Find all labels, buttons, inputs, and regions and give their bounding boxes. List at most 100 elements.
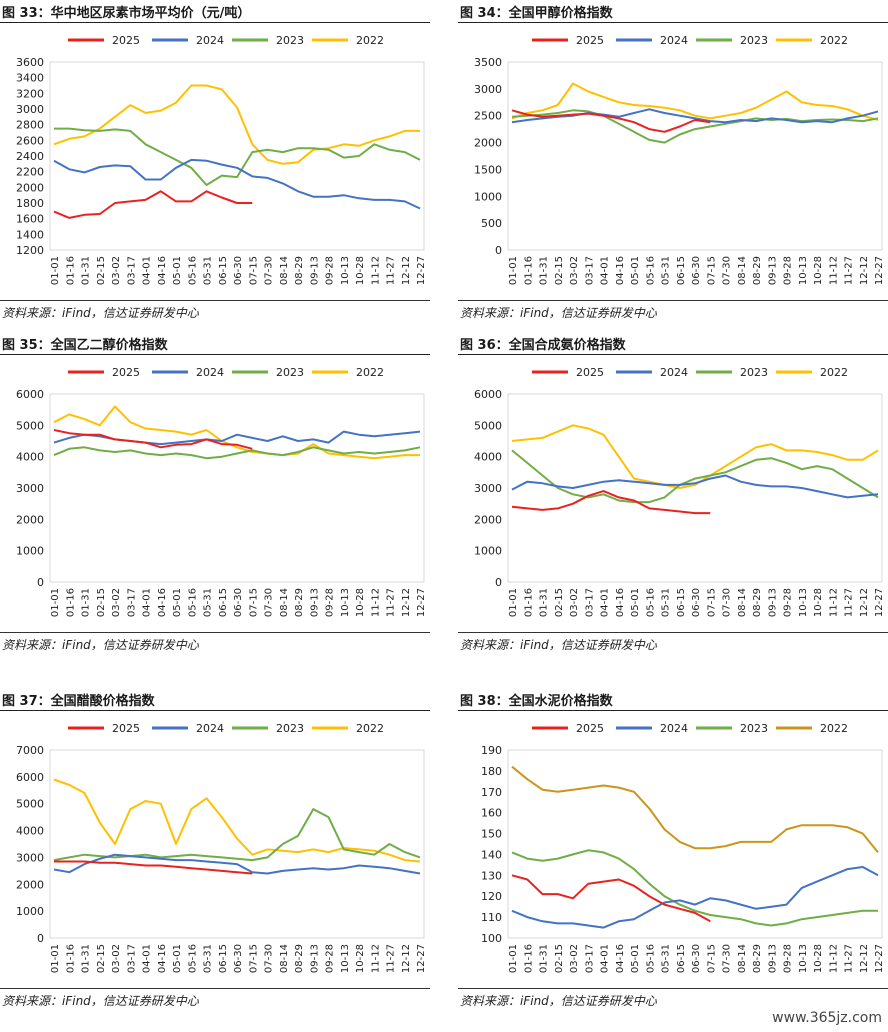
x-tick-label: 03-02 bbox=[569, 256, 580, 285]
series-line-2022 bbox=[53, 84, 420, 165]
x-tick-label: 03-02 bbox=[111, 588, 122, 617]
x-tick-label: 04-01 bbox=[600, 588, 611, 617]
x-tick-label: 05-31 bbox=[203, 588, 214, 617]
legend-label: 2023 bbox=[740, 722, 768, 735]
y-tick-label: 1500 bbox=[474, 163, 502, 176]
source-rule bbox=[0, 988, 430, 989]
y-tick-label: 3000 bbox=[16, 103, 44, 116]
x-tick-label: 03-02 bbox=[569, 944, 580, 973]
chart-title: 图 35：全国乙二醇价格指数 bbox=[2, 338, 168, 353]
x-tick-label: 07-30 bbox=[722, 256, 733, 285]
x-tick-label: 01-31 bbox=[539, 256, 550, 285]
source-rule bbox=[0, 632, 430, 633]
legend-label: 2023 bbox=[276, 34, 304, 47]
x-tick-label: 11-12 bbox=[370, 588, 381, 617]
x-tick-label: 01-31 bbox=[539, 944, 550, 973]
x-tick-label: 01-31 bbox=[81, 944, 92, 973]
source-rule bbox=[458, 632, 888, 633]
chart-svg: 1200 1400 1600 1800 2000 2200 2400 2600 2800 3000… bbox=[16, 34, 427, 285]
x-tick-label: 09-13 bbox=[309, 256, 320, 285]
source-rule bbox=[458, 988, 888, 989]
series-line-2024 bbox=[53, 853, 421, 875]
y-tick-label: 160 bbox=[481, 807, 502, 820]
series-line-2023 bbox=[511, 449, 879, 504]
legend-label: 2023 bbox=[276, 722, 304, 735]
y-tick-label: 1600 bbox=[16, 213, 44, 226]
x-tick-label: 08-29 bbox=[294, 944, 305, 973]
y-tick-label: 2500 bbox=[474, 110, 502, 123]
title-rule bbox=[0, 22, 430, 23]
x-tick-label: 12-12 bbox=[859, 256, 870, 285]
x-tick-label: 10-13 bbox=[340, 944, 351, 973]
chart-panel-6: 图 38：全国水泥价格指数 100 110 120 130 140 150 160 170 180… bbox=[458, 688, 888, 1026]
x-tick-label: 04-01 bbox=[600, 256, 611, 285]
source-note: 资料来源：iFind，信达证券研发中心 bbox=[460, 994, 657, 1008]
series-line-2022 bbox=[53, 778, 421, 863]
x-tick-label: 05-16 bbox=[187, 944, 198, 973]
source-note: 资料来源：iFind，信达证券研发中心 bbox=[2, 994, 199, 1008]
plot-frame bbox=[507, 749, 883, 939]
x-tick-label: 05-31 bbox=[203, 944, 214, 973]
source-note: 资料来源：iFind，信达证券研发中心 bbox=[2, 306, 199, 320]
x-tick-label: 04-16 bbox=[157, 588, 168, 617]
chart-title: 图 33：华中地区尿素市场平均价（元/吨） bbox=[2, 6, 251, 21]
title-rule bbox=[0, 710, 430, 711]
x-tick-label: 02-15 bbox=[554, 588, 565, 617]
y-tick-label: 110 bbox=[481, 911, 502, 924]
y-tick-label: 3000 bbox=[16, 851, 44, 864]
y-tick-label: 0 bbox=[495, 244, 502, 257]
x-tick-label: 07-30 bbox=[264, 944, 275, 973]
y-tick-label: 2000 bbox=[474, 137, 502, 150]
y-tick-label: 180 bbox=[481, 765, 502, 778]
x-tick-label: 08-14 bbox=[737, 588, 748, 617]
chart-panel-2: 图 34：全国甲醇价格指数 0 500 1000 1500 2000 2500 3000 350… bbox=[458, 0, 888, 338]
x-tick-label: 08-29 bbox=[752, 944, 763, 973]
x-tick-label: 06-15 bbox=[676, 256, 687, 285]
x-tick-label: 12-12 bbox=[859, 944, 870, 973]
x-tick-label: 10-28 bbox=[813, 944, 824, 973]
y-tick-label: 2200 bbox=[16, 166, 44, 179]
y-tick-label: 1000 bbox=[16, 905, 44, 918]
y-tick-label: 3000 bbox=[474, 83, 502, 96]
x-tick-label: 05-01 bbox=[630, 944, 641, 973]
x-tick-label: 06-15 bbox=[676, 588, 687, 617]
x-tick-label: 09-13 bbox=[309, 588, 320, 617]
series-line-2025 bbox=[53, 190, 253, 219]
x-tick-label: 05-01 bbox=[172, 256, 183, 285]
x-tick-label: 06-30 bbox=[691, 256, 702, 285]
x-tick-label: 01-01 bbox=[50, 588, 61, 617]
x-tick-label: 10-13 bbox=[798, 256, 809, 285]
x-tick-label: 08-29 bbox=[752, 588, 763, 617]
x-tick-label: 03-02 bbox=[111, 256, 122, 285]
x-tick-label: 11-12 bbox=[828, 588, 839, 617]
x-tick-label: 05-16 bbox=[645, 944, 656, 973]
x-tick-label: 09-28 bbox=[325, 944, 336, 973]
x-tick-label: 10-28 bbox=[355, 256, 366, 285]
y-tick-label: 2000 bbox=[474, 513, 502, 526]
x-tick-label: 04-01 bbox=[142, 588, 153, 617]
chart-svg: 100 110 120 130 140 150 160 170 180 190 01-01 01-16… bbox=[481, 722, 885, 973]
x-tick-label: 07-15 bbox=[248, 588, 259, 617]
series-line-2024 bbox=[511, 474, 879, 499]
x-tick-label: 01-31 bbox=[81, 256, 92, 285]
x-tick-label: 11-27 bbox=[844, 588, 855, 617]
y-tick-label: 3600 bbox=[16, 56, 44, 69]
x-tick-label: 04-01 bbox=[142, 944, 153, 973]
x-tick-label: 09-28 bbox=[325, 588, 336, 617]
chart-svg: 0 1000 2000 3000 4000 5000 6000 01-01 01-16 01-31… bbox=[474, 366, 885, 617]
x-tick-label: 05-16 bbox=[645, 588, 656, 617]
y-tick-label: 5000 bbox=[16, 419, 44, 432]
y-tick-label: 100 bbox=[481, 932, 502, 945]
x-tick-label: 07-30 bbox=[722, 944, 733, 973]
x-tick-label: 06-30 bbox=[233, 588, 244, 617]
x-tick-label: 08-14 bbox=[279, 944, 290, 973]
x-tick-label: 05-31 bbox=[661, 944, 672, 973]
x-tick-label: 05-31 bbox=[203, 256, 214, 285]
x-tick-label: 05-31 bbox=[661, 256, 672, 285]
chart-panel-5: 图 37：全国醋酸价格指数 0 1000 2000 3000 4000 5000 6000 70… bbox=[0, 688, 430, 1026]
x-tick-label: 02-15 bbox=[96, 256, 107, 285]
series-line-2025 bbox=[511, 109, 711, 133]
legend-label: 2025 bbox=[576, 722, 604, 735]
x-tick-label: 01-16 bbox=[523, 944, 534, 973]
x-tick-label: 10-28 bbox=[355, 944, 366, 973]
